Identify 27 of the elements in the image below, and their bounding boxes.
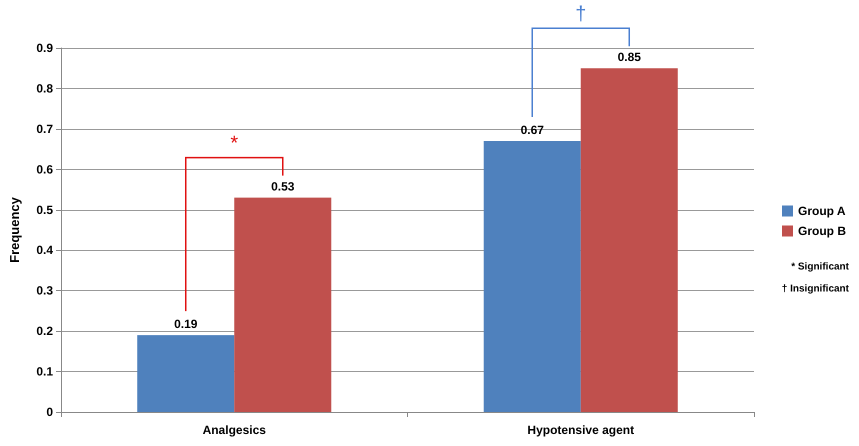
y-tick-label: 0.4 (36, 243, 54, 258)
y-tick-label: 0.2 (36, 324, 54, 338)
legend-label: Group A (798, 204, 846, 218)
bar (580, 68, 678, 412)
text: * Significant (791, 262, 850, 272)
y-tick-label: 0.5 (36, 202, 54, 217)
data-label: 0.85 (618, 50, 642, 64)
bar (484, 141, 581, 412)
bar (137, 335, 234, 412)
y-tick-label: 0 (46, 405, 54, 419)
y-tick-label: 0.7 (36, 122, 54, 136)
x-tick-label: Hypotensive agent (527, 423, 634, 437)
data-label: 0.53 (271, 180, 295, 194)
y-axis-title: Frequency (7, 196, 22, 263)
y-tick-label: 0.6 (36, 162, 54, 176)
y-tick-label: 0.1 (36, 364, 54, 379)
text: † Insignificant (782, 284, 850, 294)
data-label: 0.19 (174, 317, 198, 332)
y-tick-label: 0.3 (36, 284, 54, 298)
text: † (575, 3, 586, 26)
data-label: 0.67 (520, 123, 544, 138)
x-tick-label: Analgesics (202, 423, 266, 437)
annotation: * (230, 132, 238, 155)
bar (234, 198, 332, 412)
legend-label: Group B (798, 224, 846, 238)
y-tick-label: 0.9 (36, 41, 54, 55)
y-tick-label: 0.8 (36, 81, 54, 96)
